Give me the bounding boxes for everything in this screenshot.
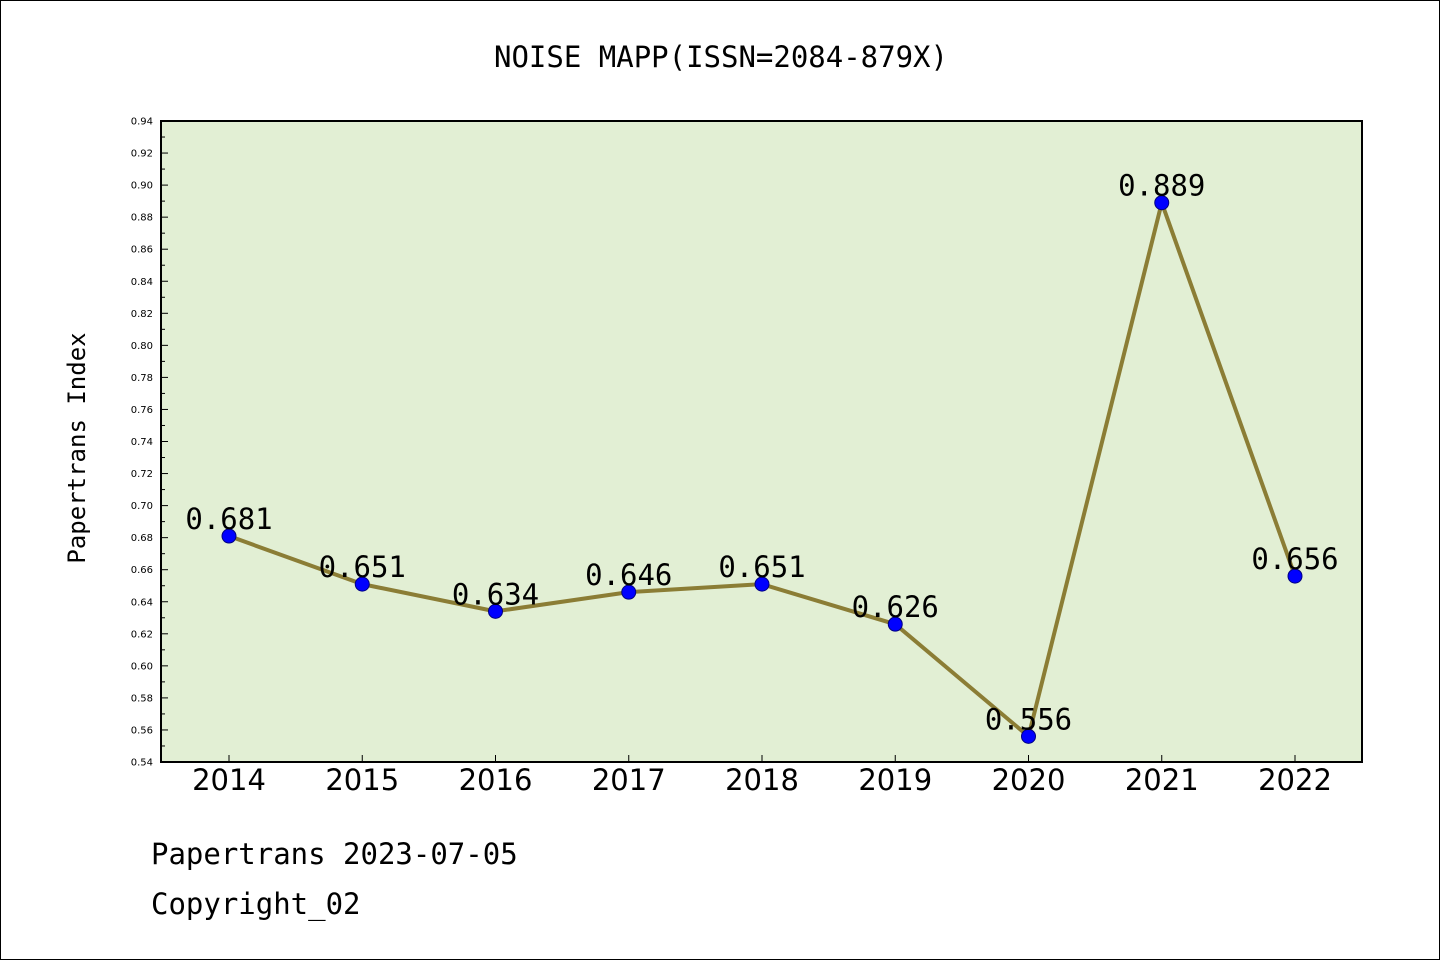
x-tick-label: 2021	[1125, 763, 1199, 797]
y-tick-label: 0.94	[131, 117, 153, 128]
y-tick-label: 0.72	[131, 469, 153, 480]
x-tick-label: 2014	[192, 763, 266, 797]
data-label: 0.634	[452, 577, 539, 611]
x-tick-label: 2019	[858, 763, 932, 797]
footer-copyright: Copyright_02	[151, 887, 361, 922]
y-tick-label: 0.88	[131, 213, 153, 224]
data-point-marker	[887, 616, 903, 632]
y-axis-label: Papertrans Index	[63, 332, 91, 563]
y-tick-label: 0.80	[131, 341, 153, 352]
x-axis: 2014 2015 2016 2017 2018 2019 2020 2021 2022	[192, 755, 1332, 797]
y-tick-label: 0.68	[131, 533, 153, 544]
y-tick-label: 0.58	[131, 693, 153, 704]
x-tick-label: 2017	[592, 763, 666, 797]
y-tick-label: 0.66	[131, 565, 153, 576]
y-tick-label: 0.84	[131, 277, 153, 288]
x-tick-label: 2020	[992, 763, 1066, 797]
y-tick-label: 0.56	[131, 725, 153, 736]
data-label: 0.651	[718, 550, 805, 584]
y-tick-label: 0.86	[131, 245, 153, 256]
x-tick-label: 2022	[1258, 763, 1332, 797]
data-point-marker	[1154, 195, 1170, 211]
data-label: 0.681	[185, 502, 272, 536]
y-tick-label: 0.92	[131, 149, 153, 160]
data-label: 0.889	[1118, 169, 1205, 203]
data-point-marker	[488, 603, 503, 619]
markers-group	[221, 195, 1303, 744]
data-point-marker	[1021, 728, 1036, 744]
plot-area	[160, 120, 1363, 763]
data-label: 0.646	[585, 558, 672, 592]
data-label: 0.556	[985, 702, 1072, 736]
data-point-marker	[754, 576, 770, 592]
data-point-marker	[1287, 568, 1303, 584]
data-label: 0.651	[319, 550, 406, 584]
y-tick-label: 0.62	[131, 629, 153, 640]
data-point-marker	[621, 584, 637, 600]
y-tick-label: 0.60	[131, 661, 153, 672]
x-tick-label: 2016	[459, 763, 533, 797]
x-tick-label: 2015	[325, 763, 399, 797]
y-tick-label: 0.70	[131, 501, 153, 512]
chart-title: NOISE MAPP(ISSN=2084-879X)	[494, 40, 948, 74]
y-tick-label: 0.82	[131, 309, 153, 320]
footer-date: Papertrans 2023-07-05	[151, 837, 518, 871]
data-point-marker	[221, 528, 237, 544]
y-tick-label: 0.90	[131, 181, 153, 192]
data-labels-group: 0.681 0.651 0.634 0.646 0.651 0.626 0.556 0.889…	[185, 169, 1338, 737]
y-tick-label: 0.54	[131, 758, 153, 769]
data-label: 0.656	[1251, 542, 1338, 576]
y-tick-label: 0.76	[131, 405, 153, 416]
data-point-marker	[354, 576, 370, 592]
y-tick-label: 0.78	[131, 373, 153, 384]
x-tick-label: 2018	[725, 763, 799, 797]
y-axis: 0.54 0.56 0.58 0.60 0.62 0.64 0.66 0.68 0.70 0.72…	[131, 117, 168, 769]
data-label: 0.626	[852, 590, 939, 624]
y-tick-label: 0.64	[131, 597, 153, 608]
y-tick-label: 0.74	[131, 437, 153, 448]
